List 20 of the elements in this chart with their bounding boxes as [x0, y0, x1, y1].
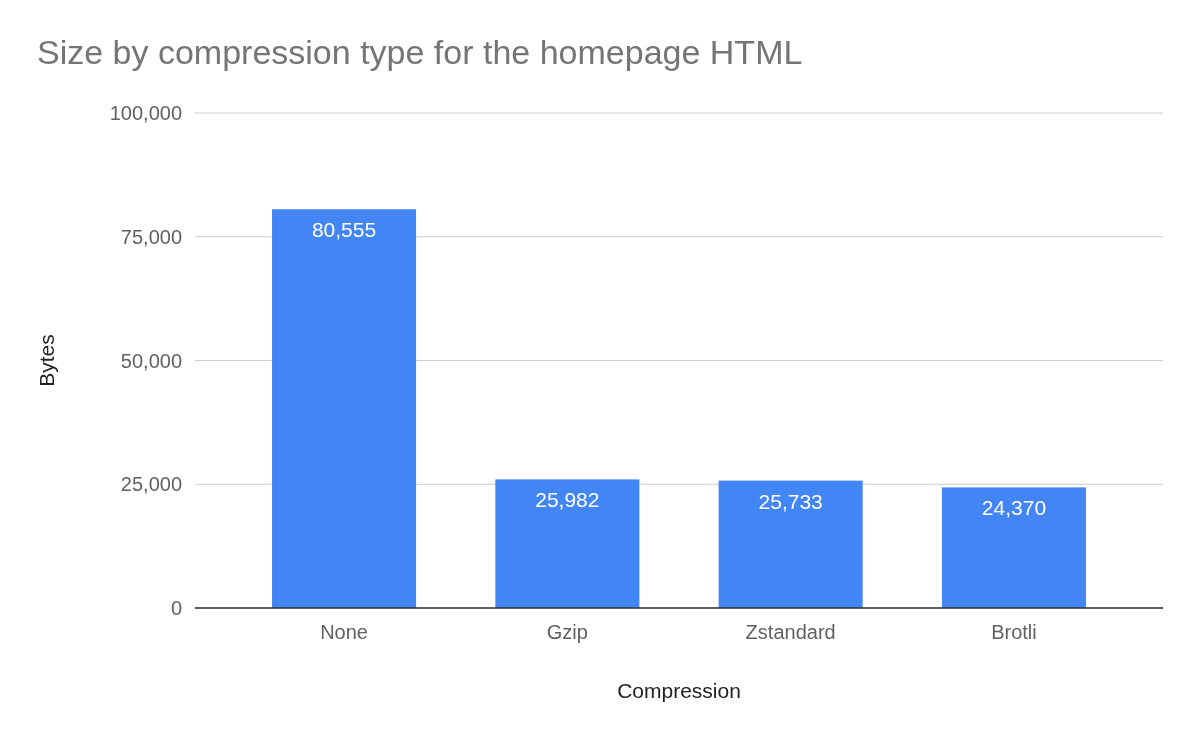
x-tick-label: Brotli [991, 621, 1037, 643]
y-tick-label: 0 [170, 597, 182, 619]
x-tick-label: Gzip [546, 621, 588, 643]
data-label: 25,982 [535, 488, 600, 512]
x-tick-label: Zstandard [745, 621, 836, 643]
x-tick-label: None [320, 621, 368, 643]
chart-title: Size by compression type for the homepage HTML [37, 33, 803, 71]
y-tick-label: 75,000 [120, 225, 182, 248]
y-tick-label: 50,000 [120, 349, 182, 372]
y-tick-label: 100,000 [109, 102, 182, 124]
data-label: 25,733 [758, 489, 823, 513]
y-axis-title: Bytes [35, 334, 58, 387]
bar [941, 487, 1086, 608]
x-axis-title: Compression [617, 679, 741, 702]
bar [272, 209, 417, 608]
y-tick-label: 25,000 [120, 473, 182, 496]
bar [495, 479, 640, 608]
bar [718, 480, 863, 608]
data-label: 24,370 [981, 496, 1047, 520]
data-label: 80,555 [311, 218, 377, 242]
